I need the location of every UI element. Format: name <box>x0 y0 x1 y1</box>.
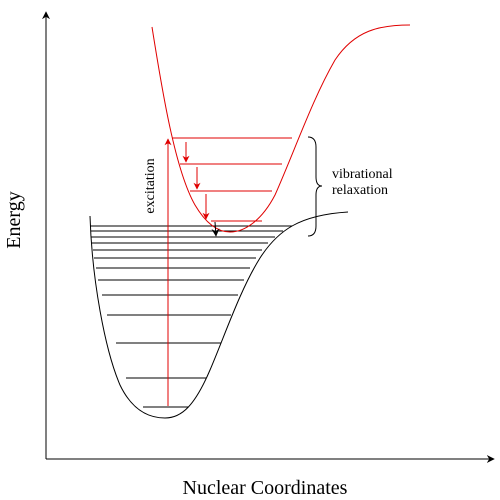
excited-state-levels <box>172 137 292 222</box>
x-axis-label: Nuclear Coordinates <box>183 477 348 499</box>
y-axis-label: Energy <box>3 191 25 248</box>
relaxation-label-line2: relaxation <box>332 183 388 198</box>
relaxation-arrows <box>182 142 210 220</box>
relaxation-brace <box>307 136 323 237</box>
ground-state-curve <box>89 211 349 419</box>
excitation-label: excitation <box>143 158 158 213</box>
excited-state-curve <box>151 24 411 233</box>
ground-state-levels <box>90 225 292 408</box>
relaxation-arrow-final <box>211 221 220 237</box>
relaxation-label-line1: vibrational <box>332 167 393 182</box>
